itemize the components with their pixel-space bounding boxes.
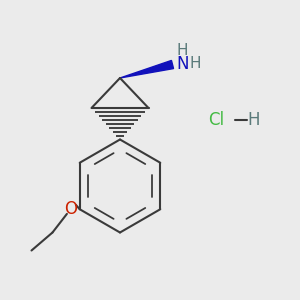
Text: H: H (190, 56, 201, 71)
Text: H: H (176, 43, 188, 58)
Text: O: O (64, 200, 77, 217)
Text: H: H (247, 111, 260, 129)
Text: N: N (176, 55, 189, 73)
Text: Cl: Cl (208, 111, 224, 129)
Polygon shape (120, 60, 173, 78)
